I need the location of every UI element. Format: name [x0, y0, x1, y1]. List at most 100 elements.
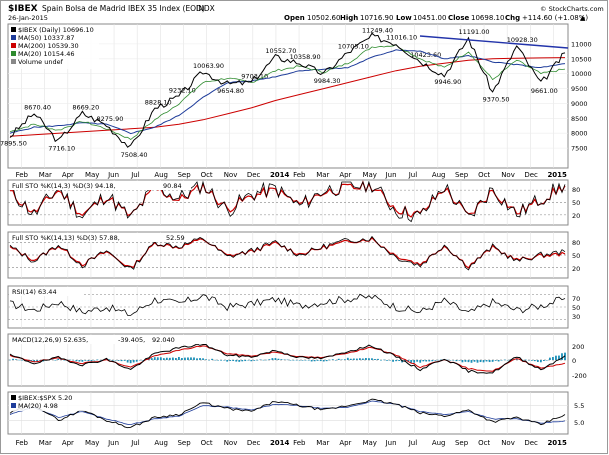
- month-label: Oct: [478, 439, 490, 447]
- price-annotation: 10552.70: [265, 47, 296, 55]
- exchange: INDX: [196, 4, 215, 13]
- macd-hist-bar: [129, 360, 132, 364]
- price-annotation: 7895.50: [0, 139, 27, 147]
- ma20-line: [9, 44, 566, 141]
- macd-hist-bar: [132, 360, 135, 363]
- macd-hist-bar: [174, 358, 177, 360]
- macd-hist-bar: [295, 359, 298, 361]
- macd-hist-bar: [208, 359, 210, 361]
- price-tick-label: 7500: [571, 145, 588, 153]
- month-label: Jun: [107, 439, 119, 447]
- macd-hist-bar: [141, 360, 144, 361]
- month-label: Dec: [247, 439, 261, 447]
- macd-hist-bar: [280, 359, 283, 360]
- macd-hist-bar: [232, 360, 235, 362]
- sto2-tick-80: 80: [572, 239, 580, 247]
- price-tick-label: 8000: [571, 130, 588, 138]
- sto2-label-bg: [9, 233, 191, 242]
- macd-hist-bar: [190, 357, 192, 360]
- macd-hist-bar: [36, 360, 39, 362]
- price-annotation: 7508.40: [121, 151, 148, 159]
- ratio-frame: [7, 391, 569, 435]
- macd-hist-bar: [120, 360, 123, 362]
- macd-hist-bar: [114, 360, 117, 361]
- month-label: Mar: [39, 171, 52, 179]
- macd-hist-bar: [455, 360, 458, 362]
- macd-hist-bar: [530, 360, 533, 361]
- macd-hist-bar: [9, 359, 11, 361]
- macd-hist-bar: [229, 360, 232, 361]
- sto2-tick-50: 50: [572, 252, 580, 260]
- macd-hist-bar: [383, 359, 385, 361]
- macd-hist-bar: [561, 353, 563, 360]
- legend-swatch-ma200: [11, 43, 16, 48]
- macd-hist-bar: [552, 357, 554, 360]
- macd-hist-bar: [334, 360, 337, 361]
- macd-hist-bar: [156, 357, 159, 360]
- sto1-label: Full STO %K(14,3) %D(3) 94.18,: [12, 182, 116, 190]
- macd-hist-bar: [458, 360, 461, 361]
- macd-hist-bar: [162, 358, 165, 360]
- macd-hist-bar: [42, 360, 45, 362]
- macd-hist-bar: [205, 359, 207, 360]
- price-annotation: 11249.40: [362, 26, 393, 34]
- month-label: Feb: [293, 439, 306, 447]
- macd-hist-bar: [307, 360, 310, 361]
- macd-label-bg: [9, 335, 199, 344]
- sto2-label: Full STO %K(14,13) %D(3) 57.88,: [12, 234, 120, 242]
- macd-hist-bar: [81, 360, 84, 362]
- macd-hist-bar: [159, 357, 162, 360]
- legend-swatch-price: [11, 27, 16, 32]
- macd-hist-bar: [340, 359, 343, 361]
- macd-tick-0: 0: [572, 357, 576, 365]
- high-label: High: [340, 14, 358, 22]
- month-label: Apr: [62, 439, 74, 447]
- macd-hist-bar: [558, 355, 560, 360]
- macd-hist-bar: [51, 359, 54, 360]
- price-annotation: 11016.10: [386, 33, 417, 41]
- macd-hist-bar: [123, 360, 126, 361]
- macd-hist-bar: [87, 360, 90, 361]
- macd-hist-bar: [410, 360, 413, 363]
- ratio-grid: [8, 392, 568, 434]
- macd-hist-bar: [473, 360, 476, 362]
- legend-ma200: MA(200) 10539.30: [18, 42, 79, 50]
- macd-hist-bar: [428, 360, 431, 362]
- brand-logo: © StockCharts.com: [540, 5, 604, 13]
- macd-hist-bar: [479, 360, 482, 363]
- macd-hist-bar: [244, 360, 247, 362]
- price-annotation: 10423.60: [410, 51, 441, 59]
- trend-line: [419, 35, 569, 49]
- month-label: Sep: [455, 171, 469, 179]
- macd-hist-bar: [265, 359, 268, 361]
- macd-hist-bar: [313, 360, 316, 362]
- macd-hist-bar: [464, 360, 467, 362]
- price-annotation: 9946.90: [434, 78, 461, 86]
- macd-hist-bar: [380, 360, 382, 361]
- macd-hist-bar: [422, 360, 425, 362]
- ratio-swatch: [11, 395, 16, 400]
- macd-hist-bar: [15, 359, 17, 360]
- ratio-line: [9, 398, 566, 429]
- price-annotation: 7716.10: [48, 145, 75, 153]
- macd-hist-bar: [96, 359, 99, 361]
- macd-hist-bar: [452, 360, 455, 361]
- macd-hist-bar: [425, 360, 428, 362]
- macd-label: MACD(12,26,9) 52.635,: [12, 336, 88, 344]
- up-arrow-icon: ▲: [580, 14, 586, 22]
- macd-hist-bar: [214, 359, 217, 361]
- macd-hist-bar: [389, 360, 391, 361]
- legend-swatch-ma50: [11, 35, 16, 40]
- macd-hist-bar: [497, 360, 500, 362]
- sto1-label-bg: [9, 181, 191, 190]
- price-legend: $IBEX (Daily) 10696.10 MA(50) 10337.87 M…: [11, 26, 94, 66]
- macd-hist-bar: [126, 360, 129, 363]
- rsi-label-bg: [9, 287, 84, 296]
- macd-hist-bar: [533, 360, 536, 362]
- macd-hist-bar: [153, 357, 156, 360]
- sto2-grid: [8, 232, 568, 278]
- month-label: Aug: [432, 439, 446, 447]
- sto1-k-line: [9, 180, 566, 223]
- macd-hist-bar: [515, 358, 518, 360]
- month-label: Oct: [478, 171, 490, 179]
